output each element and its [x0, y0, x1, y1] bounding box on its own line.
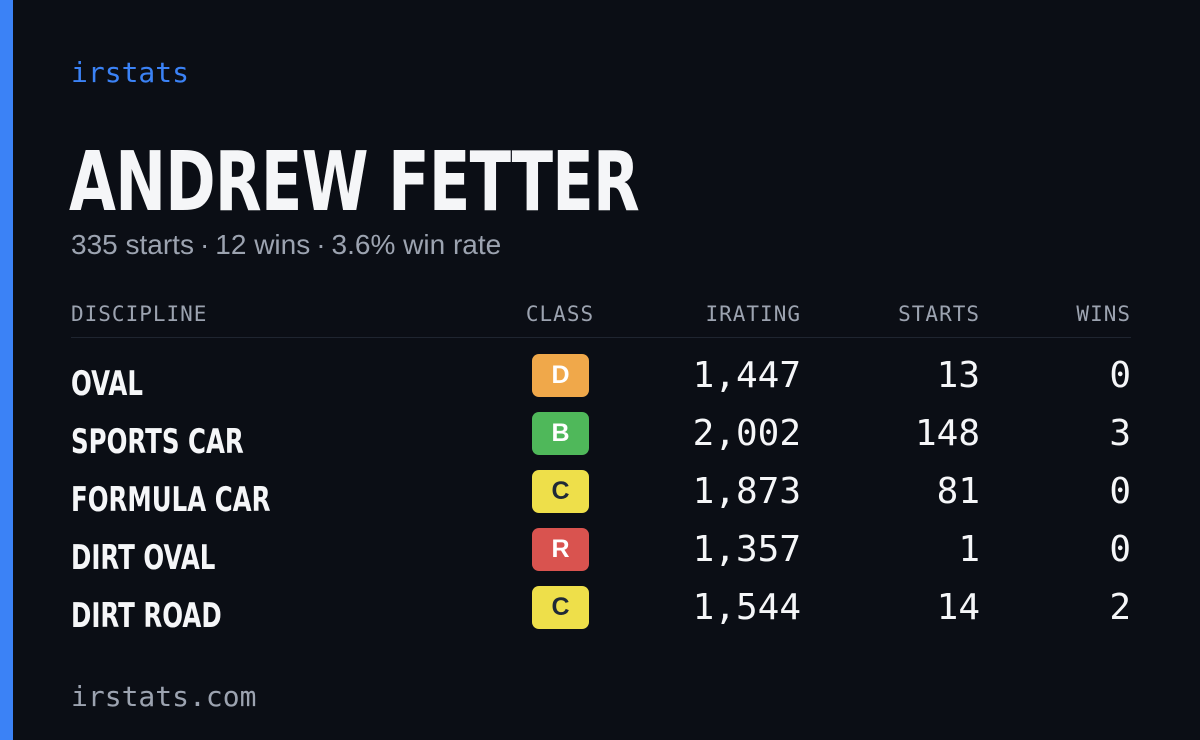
license-class-badge: B [532, 412, 589, 455]
license-class-badge: D [532, 354, 589, 397]
wins-value: 0 [1109, 355, 1131, 396]
discipline-name: OVAL [71, 364, 143, 404]
wins-value: 2 [1109, 587, 1131, 628]
starts-value: 1 [958, 529, 980, 570]
license-class-badge: C [532, 470, 589, 513]
irating-value: 1,447 [692, 355, 801, 396]
wins-value: 3 [1109, 413, 1131, 454]
accent-bar [0, 0, 13, 740]
starts-value: 81 [936, 471, 980, 512]
table-row: SPORTS CAR B 2,002 148 3 [71, 412, 1131, 470]
wins-value: 0 [1109, 471, 1131, 512]
table-row: DIRT ROAD C 1,544 14 2 [71, 586, 1131, 644]
table-row: DIRT OVAL R 1,357 1 0 [71, 528, 1131, 586]
starts-value: 13 [936, 355, 980, 396]
starts-value: 148 [914, 413, 980, 454]
table-row: OVAL D 1,447 13 0 [71, 354, 1131, 412]
stats-table: DISCIPLINE CLASS IRATING STARTS WINS OVA… [71, 298, 1131, 644]
discipline-name: DIRT ROAD [71, 596, 222, 636]
header-class: CLASS [525, 302, 595, 326]
header-wins: WINS [1076, 302, 1131, 326]
discipline-name: FORMULA CAR [71, 480, 271, 520]
irating-value: 1,873 [692, 471, 801, 512]
header-starts: STARTS [898, 302, 980, 326]
table-row: FORMULA CAR C 1,873 81 0 [71, 470, 1131, 528]
starts-value: 14 [936, 587, 980, 628]
player-summary: 335 starts · 12 wins · 3.6% win rate [71, 228, 501, 262]
table-body: OVAL D 1,447 13 0 SPORTS CAR B 2,002 148… [71, 354, 1131, 644]
irating-value: 1,544 [692, 587, 801, 628]
brand-logo: irstats [71, 56, 190, 89]
win-rate: 3.6% win rate [331, 229, 502, 260]
starts-count: 335 starts [71, 229, 194, 260]
player-name: ANDREW FETTER [69, 135, 640, 230]
footer-url: irstats.com [71, 680, 257, 713]
separator-dot: · [316, 229, 326, 260]
irating-value: 1,357 [692, 529, 801, 570]
discipline-name: DIRT OVAL [71, 538, 216, 578]
wins-value: 0 [1109, 529, 1131, 570]
irating-value: 2,002 [692, 413, 801, 454]
license-class-badge: R [532, 528, 589, 571]
discipline-name: SPORTS CAR [71, 422, 244, 462]
separator-dot: · [199, 229, 210, 260]
license-class-badge: C [532, 586, 589, 629]
wins-count: 12 wins [215, 229, 311, 260]
header-discipline: DISCIPLINE [71, 302, 208, 326]
header-irating: IRATING [705, 302, 801, 326]
table-header: DISCIPLINE CLASS IRATING STARTS WINS [71, 298, 1131, 338]
